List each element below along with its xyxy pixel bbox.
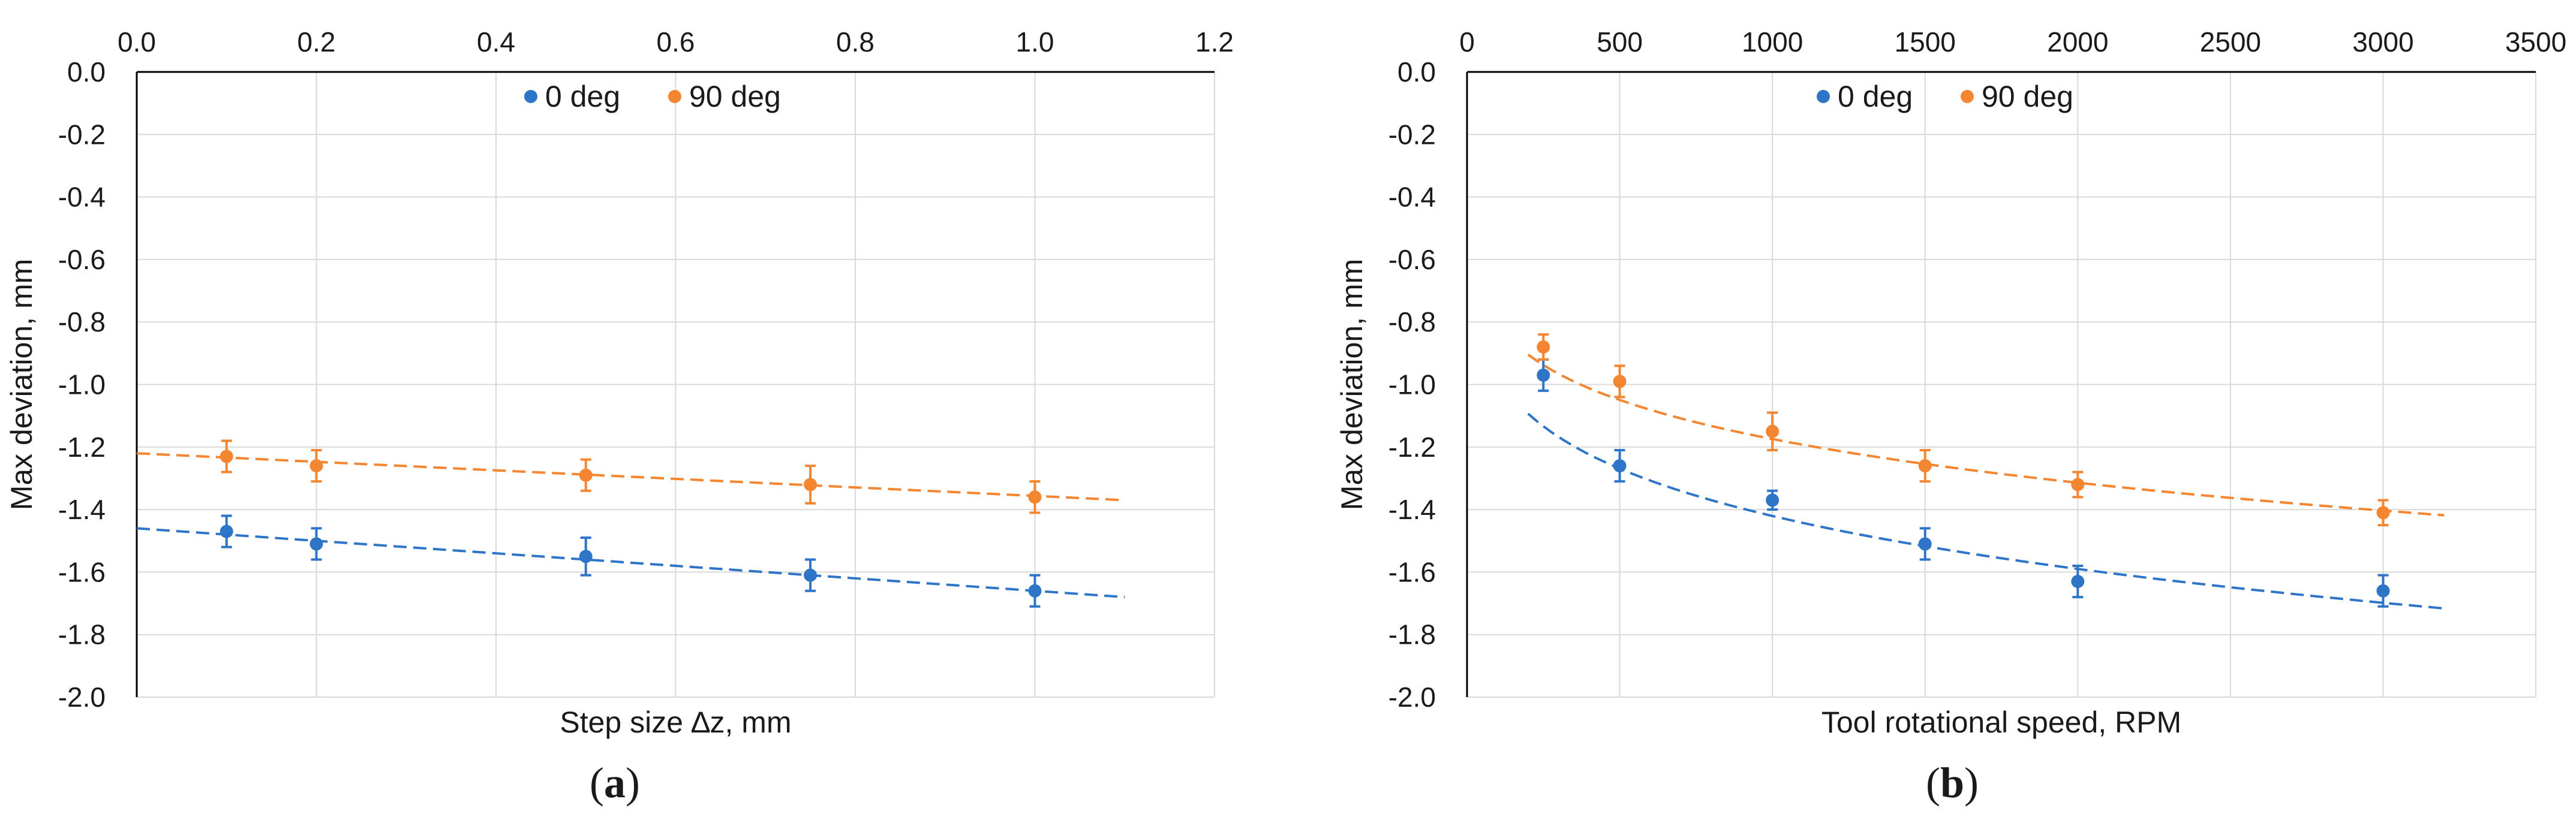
data-point-90-deg — [309, 459, 323, 473]
data-point-0-deg — [579, 550, 593, 563]
x-tick-label: 0.6 — [657, 26, 695, 58]
data-point-90-deg — [1766, 424, 1780, 438]
trendline-0-deg — [1527, 412, 2445, 610]
legend-marker-90-deg — [668, 90, 681, 103]
y-tick-label: -1.6 — [58, 556, 106, 587]
y-tick-label: -1.4 — [1388, 494, 1436, 525]
panel-label-part: ) — [1964, 759, 1979, 807]
y-tick-label: 0.0 — [1397, 56, 1436, 88]
y-tick-label: -0.2 — [1388, 119, 1436, 150]
y-tick-label: -0.8 — [1388, 306, 1436, 337]
y-tick-label: -1.0 — [58, 369, 106, 400]
data-point-0-deg — [2071, 575, 2085, 589]
x-tick-label: 0 — [1459, 26, 1475, 58]
data-point-0-deg — [804, 568, 817, 582]
panel-label-part: b — [1940, 759, 1964, 807]
data-point-0-deg — [1613, 459, 1627, 473]
y-tick-label: -0.6 — [58, 244, 106, 275]
y-tick-label: -2.0 — [1388, 682, 1436, 713]
y-tick-label: -1.2 — [1388, 432, 1436, 463]
x-axis-title: Tool rotational speed, RPM — [1821, 706, 2181, 739]
data-point-0-deg — [1028, 584, 1042, 598]
trendline-90-deg — [1527, 354, 2445, 517]
y-tick-label: 0.0 — [67, 56, 106, 88]
panel-label: (b) — [1926, 759, 1979, 807]
data-point-90-deg — [1613, 375, 1627, 388]
x-tick-label: 0.0 — [118, 26, 156, 58]
data-point-90-deg — [2376, 506, 2390, 520]
legend-marker-0-deg — [1817, 90, 1830, 103]
x-tick-label: 3500 — [2505, 26, 2566, 58]
x-tick-label: 3000 — [2352, 26, 2413, 58]
panel-label-part: ( — [1926, 759, 1940, 807]
chart-panel-a: 0.0 0.2 0.4 0.6 0.8 1.0 1.2 0.0 -0.2 -0.4 -0.6 -0.8… — [5, 26, 1234, 807]
panel-label-part: ( — [590, 759, 604, 807]
data-point-90-deg — [579, 468, 593, 482]
y-tick-label: -1.0 — [1388, 369, 1436, 400]
y-axis-title: Max deviation, mm — [5, 259, 38, 511]
y-tick-label: -2.0 — [58, 682, 106, 713]
data-point-0-deg — [1537, 368, 1550, 382]
x-tick-label: 500 — [1597, 26, 1643, 58]
legend-marker-90-deg — [1961, 90, 1974, 103]
x-tick-label: 2500 — [2200, 26, 2261, 58]
y-tick-label: -1.8 — [58, 619, 106, 650]
y-tick-label: -1.4 — [58, 494, 106, 525]
data-point-90-deg — [1918, 459, 1932, 473]
x-tick-label: 0.2 — [297, 26, 336, 58]
data-point-0-deg — [1918, 537, 1932, 551]
y-tick-label: -0.4 — [58, 182, 106, 213]
legend-label-0-deg: 0 deg — [1838, 80, 1913, 113]
x-tick-label: 2000 — [2047, 26, 2108, 58]
y-tick-label: -1.8 — [1388, 619, 1436, 650]
legend-label-90-deg: 90 deg — [1982, 80, 2073, 113]
data-point-0-deg — [2376, 584, 2390, 598]
y-tick-label: -0.4 — [1388, 182, 1436, 213]
y-tick-label: -0.2 — [58, 119, 106, 150]
x-tick-label: 1.0 — [1016, 26, 1054, 58]
legend-marker-0-deg — [524, 90, 537, 103]
legend-label-0-deg: 0 deg — [545, 80, 620, 113]
panel-label: (a) — [590, 759, 640, 807]
data-point-90-deg — [804, 478, 817, 492]
data-point-90-deg — [1537, 340, 1550, 354]
data-point-0-deg — [1766, 493, 1780, 507]
legend-label-90-deg: 90 deg — [689, 80, 781, 113]
trendline-90-deg — [136, 452, 1125, 502]
data-point-0-deg — [309, 537, 323, 551]
data-point-90-deg — [220, 450, 233, 463]
x-tick-label: 0.8 — [836, 26, 874, 58]
data-point-0-deg — [220, 524, 233, 538]
y-axis-title: Max deviation, mm — [1335, 259, 1369, 511]
y-tick-label: -0.8 — [58, 306, 106, 337]
y-tick-label: -0.6 — [1388, 244, 1436, 275]
chart-panel-b: 0 500 1000 1500 2000 2500 3000 3500 0.0 -0.2 -0.4 -… — [1335, 26, 2566, 807]
x-tick-label: 1000 — [1742, 26, 1803, 58]
trendline-0-deg — [136, 527, 1125, 599]
x-tick-label: 0.4 — [477, 26, 515, 58]
panel-label-part: ) — [626, 759, 640, 807]
data-point-90-deg — [1028, 490, 1042, 504]
x-tick-label: 1.2 — [1195, 26, 1234, 58]
x-tick-label: 1500 — [1895, 26, 1956, 58]
y-tick-label: -1.2 — [58, 432, 106, 463]
y-tick-label: -1.6 — [1388, 556, 1436, 587]
x-axis-title: Step size ∆z, mm — [560, 706, 791, 739]
panel-label-part: a — [604, 759, 626, 807]
data-point-90-deg — [2071, 478, 2085, 492]
